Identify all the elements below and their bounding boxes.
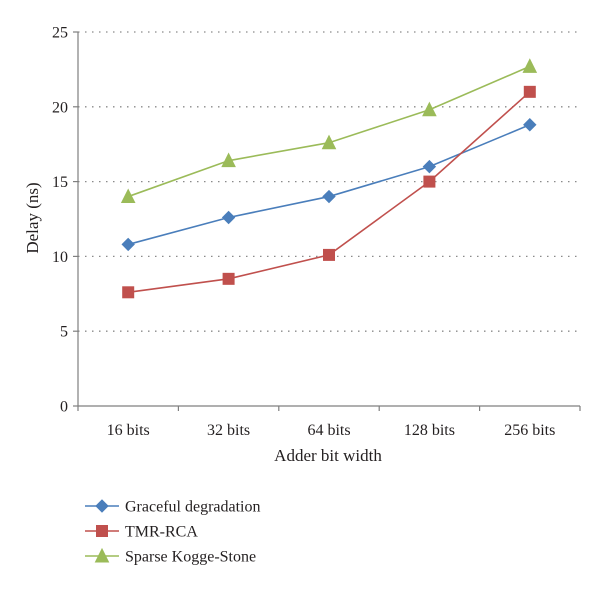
legend: Graceful degradation TMR-RCA Sparse Kogge-…	[85, 499, 260, 566]
point-sparse-kogge-stone-256-bits	[522, 58, 538, 73]
series-line-sparse-kogge-stone	[127, 65, 531, 198]
y-axis-label: Delay (ns)	[23, 182, 42, 253]
legend-marker-tmr-rca	[96, 525, 108, 537]
point-sparse-kogge-stone-32-bits	[221, 152, 236, 168]
point-sparse-kogge-stone-64-bits	[321, 134, 337, 150]
point-graceful-degradation-256-bits	[523, 118, 537, 132]
y-tick-label-0: 0	[60, 399, 68, 416]
point-graceful-degradation-64-bits	[322, 189, 336, 204]
legend-label-tmr-rca: TMR-RCA	[125, 524, 198, 541]
x-tick-label-16-bits: 16 bits	[107, 422, 150, 439]
x-tick-label-32-bits: 32 bits	[207, 422, 250, 439]
point-graceful-degradation-32-bits	[221, 210, 236, 225]
point-sparse-kogge-stone-16-bits	[120, 188, 136, 204]
series-sparse-kogge-stone	[120, 58, 538, 204]
y-tick-label-15: 15	[52, 174, 68, 191]
point-tmr-rca-32-bits	[222, 272, 235, 285]
legend-marker-graceful-degradation	[95, 499, 109, 513]
x-tick-label-256-bits: 256 bits	[504, 422, 555, 439]
x-axis-label: Adder bit width	[274, 446, 382, 465]
y-tick-labels: 0 5 10 15 20 25	[52, 25, 68, 416]
legend-label-graceful-degradation: Graceful degradation	[125, 499, 260, 516]
point-tmr-rca-128-bits	[423, 175, 436, 188]
axes	[73, 31, 581, 411]
series-tmr-rca	[122, 85, 536, 299]
x-tick-label-128-bits: 128 bits	[404, 422, 455, 439]
point-graceful-degradation-128-bits	[422, 159, 437, 174]
y-tick-label-5: 5	[60, 324, 68, 341]
legend-label-sparse-kogge-stone: Sparse Kogge-Stone	[125, 549, 256, 566]
legend-marker-sparse-kogge-stone	[94, 547, 110, 563]
y-tick-label-20: 20	[52, 99, 68, 116]
legend-item-tmr-rca: TMR-RCA	[85, 524, 198, 541]
series-group	[120, 58, 538, 299]
point-tmr-rca-64-bits	[323, 248, 335, 261]
point-tmr-rca-16-bits	[122, 286, 135, 299]
x-tick-label-64-bits: 64 bits	[307, 422, 350, 439]
y-tick-label-25: 25	[52, 25, 68, 42]
point-tmr-rca-256-bits	[523, 85, 536, 98]
legend-item-graceful-degradation: Graceful degradation	[85, 499, 260, 516]
point-graceful-degradation-16-bits	[121, 237, 135, 252]
y-tick-label-10: 10	[52, 249, 68, 266]
point-sparse-kogge-stone-128-bits	[422, 101, 437, 117]
legend-item-sparse-kogge-stone: Sparse Kogge-Stone	[85, 547, 256, 566]
x-tick-labels: 16 bits 32 bits 64 bits 128 bits 256 bits	[107, 422, 556, 439]
